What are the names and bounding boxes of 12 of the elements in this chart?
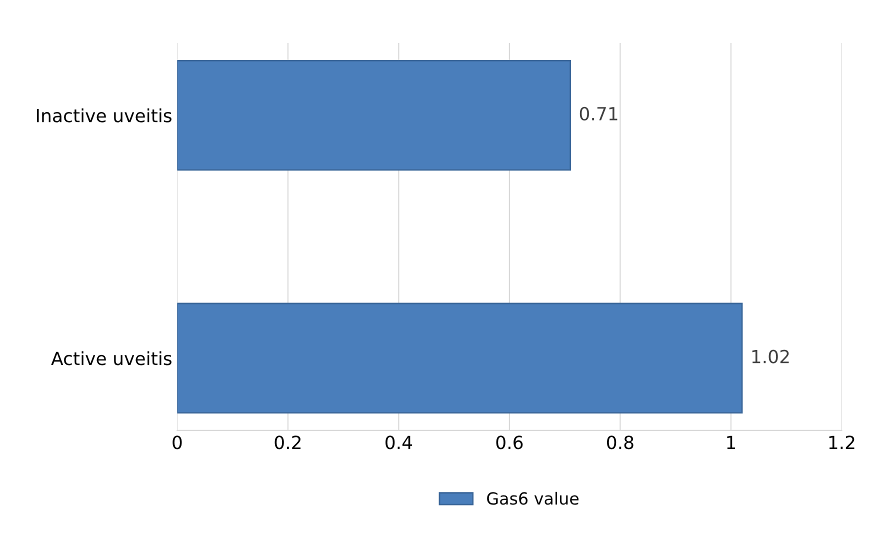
- x-tick-label: 0: [172, 436, 182, 450]
- data-label: 0.71: [580, 106, 618, 121]
- x-tick-label: 0.8: [607, 436, 634, 450]
- y-tick-label: Inactive uveitis: [36, 108, 172, 122]
- x-tick-label: 0.6: [496, 436, 523, 450]
- x-tick-label: 1: [727, 436, 736, 449]
- x-tick-label: 0.2: [274, 436, 300, 450]
- x-tick-label: 0.4: [386, 436, 412, 450]
- legend-label: Gas6 value: [487, 492, 579, 505]
- data-label: 1.02: [752, 350, 789, 364]
- x-tick-label: 1.2: [829, 436, 854, 449]
- y-tick-label: Active uveitis: [51, 351, 172, 366]
